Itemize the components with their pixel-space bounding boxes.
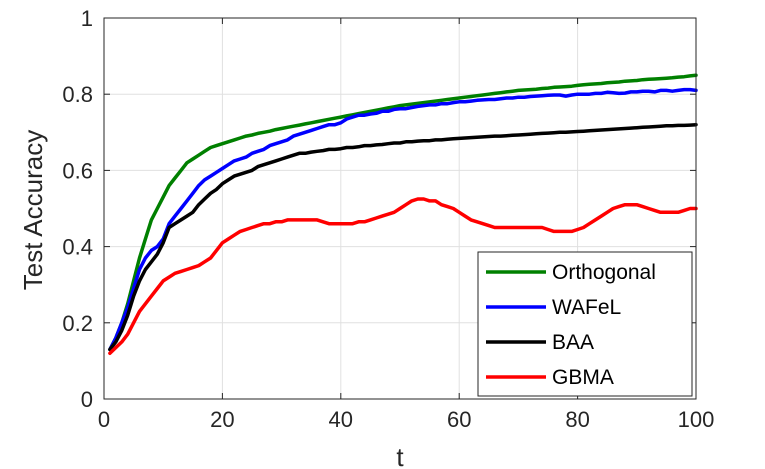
legend-label-orthogonal: Orthogonal [552, 261, 656, 284]
axis-ticks: 0 20 40 60 80 100 0 0.2 0.4 0.6 0.8 1 [62, 6, 714, 432]
series-line-orthogonal [108, 73, 698, 352]
legend-box [477, 251, 693, 397]
x-tick-label: 80 [565, 407, 589, 432]
y-tick-label: 0 [81, 387, 93, 412]
x-tick-label: 60 [447, 407, 471, 432]
legend-label-baa: BAA [552, 331, 594, 354]
y-tick-label: 0.2 [62, 311, 93, 336]
x-tick-label: 0 [98, 407, 110, 432]
legend-label-gbma: GBMA [552, 366, 614, 389]
y-tick-label: 1 [81, 6, 93, 31]
series-line-gbma [108, 197, 698, 356]
x-tick-label: 20 [210, 407, 234, 432]
y-tick-label: 0.8 [62, 82, 93, 107]
y-tick-label: 0.6 [62, 158, 93, 183]
y-tick-label: 0.4 [62, 235, 93, 260]
x-axis-title: t [396, 442, 404, 469]
series-line-baa [108, 122, 698, 352]
y-axis-title: Test Accuracy [18, 130, 48, 290]
legend: Orthogonal WAFeL BAA GBMA [477, 251, 693, 397]
x-tick-label: 100 [678, 407, 715, 432]
x-tick-label: 40 [329, 407, 353, 432]
series-layer [108, 73, 698, 356]
series-line-wafel [108, 87, 698, 352]
legend-label-wafel: WAFeL [552, 296, 621, 319]
plot-frame [103, 17, 697, 400]
